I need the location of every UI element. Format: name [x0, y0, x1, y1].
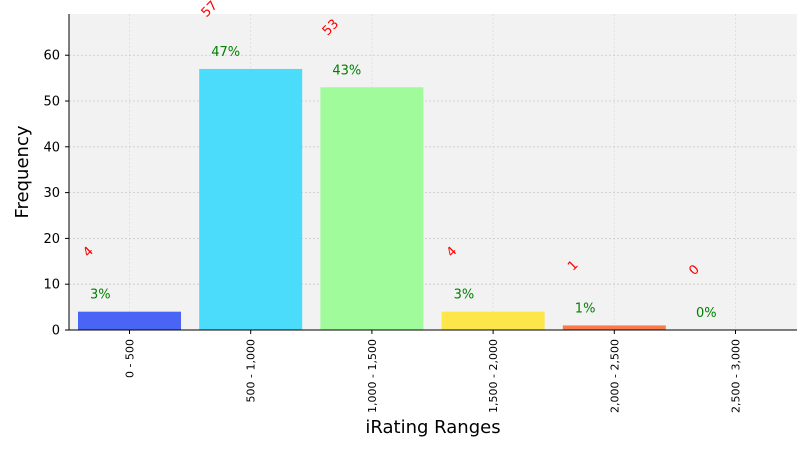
- y-tick-label: 60: [43, 49, 60, 64]
- percent-label: 1%: [575, 301, 596, 316]
- bar: [320, 87, 424, 330]
- x-tick-label: 1,000 - 1,500: [366, 339, 379, 413]
- bars: [78, 68, 666, 331]
- x-tick-label: 2,500 - 3,000: [730, 339, 743, 413]
- percent-label: 3%: [90, 288, 111, 303]
- bar: [199, 68, 303, 331]
- x-tick-label: 0 - 500: [124, 339, 137, 378]
- grid-lines: [69, 14, 797, 331]
- x-tick-label: 2,000 - 2,500: [608, 339, 621, 413]
- y-tick-label: 0: [52, 324, 60, 339]
- percent-label: 47%: [211, 45, 240, 60]
- percent-label: 43%: [332, 63, 361, 78]
- y-tick-label: 10: [43, 278, 60, 293]
- percent-label: 0%: [696, 306, 717, 321]
- plot-background: [69, 14, 797, 330]
- x-axis-ticks: 0 - 500 500 - 1,000 1,000 - 1,500 1,500 - 2…: [124, 330, 743, 413]
- x-axis-title: iRating Ranges: [365, 417, 500, 438]
- percent-label: 3%: [454, 288, 475, 303]
- bar: [78, 311, 181, 330]
- y-tick-label: 50: [43, 95, 60, 110]
- bar: [441, 311, 545, 330]
- y-axis-title: Frequency: [12, 125, 33, 218]
- y-tick-label: 40: [43, 140, 60, 155]
- y-tick-label: 20: [43, 232, 60, 247]
- bar: [562, 325, 666, 330]
- y-tick-label: 30: [43, 186, 60, 201]
- y-axis-ticks: 0 10 20 30 40 50 60: [43, 49, 69, 339]
- x-tick-label: 1,500 - 2,000: [487, 339, 500, 413]
- x-tick-label: 500 - 1,000: [245, 339, 258, 402]
